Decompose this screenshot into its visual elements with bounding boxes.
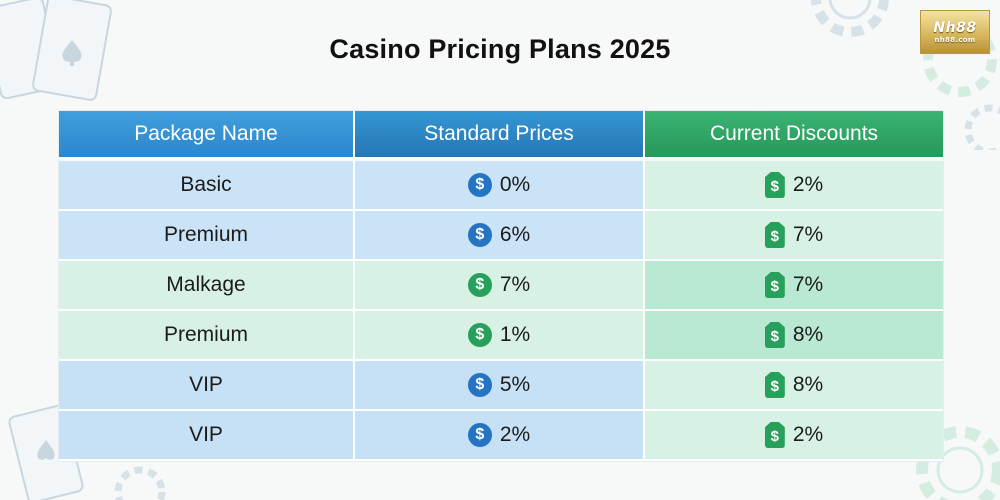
dollar-tag-icon: $ xyxy=(764,372,785,398)
pricing-table: Package Name Standard Prices Current Dis… xyxy=(58,110,944,462)
package-name-cell: Premium xyxy=(59,311,355,361)
standard-price-cell: $5% xyxy=(355,361,645,411)
logo-text: Nh88 xyxy=(933,19,977,36)
dollar-coin-icon: $ xyxy=(467,223,492,247)
package-name-cell: Basic xyxy=(59,161,355,211)
package-name-cell: Premium xyxy=(59,211,355,261)
page-title: Casino Pricing Plans 2025 xyxy=(329,34,671,64)
discount-cell: $7% xyxy=(645,261,943,311)
discount-cell: $8% xyxy=(645,311,943,361)
discount-value: 7% xyxy=(792,273,824,296)
column-header-standard-prices: Standard Prices xyxy=(355,111,645,159)
dollar-tag-icon: $ xyxy=(764,322,785,348)
standard-price-value: 2% xyxy=(499,423,531,446)
standard-price-cell: $1% xyxy=(355,311,645,361)
discount-value: 8% xyxy=(792,323,824,346)
standard-price-cell: $7% xyxy=(355,261,645,311)
package-name-cell: VIP xyxy=(59,361,355,411)
standard-price-value: 1% xyxy=(499,323,531,346)
standard-price-value: 0% xyxy=(499,173,531,196)
logo-domain: nh88.com xyxy=(934,35,976,44)
brand-logo: Nh88 nh88.com xyxy=(920,10,990,54)
standard-price-value: 7% xyxy=(499,273,531,296)
package-name-cell: VIP xyxy=(59,411,355,461)
column-header-package-name: Package Name xyxy=(59,111,355,159)
discount-cell: $7% xyxy=(645,211,943,261)
standard-price-value: 5% xyxy=(499,373,531,396)
package-name-cell: Malkage xyxy=(59,261,355,311)
dollar-tag-icon: $ xyxy=(764,272,785,298)
discount-value: 8% xyxy=(792,373,824,396)
discount-value: 7% xyxy=(792,223,824,246)
standard-price-cell: $6% xyxy=(355,211,645,261)
standard-price-value: 6% xyxy=(499,223,531,246)
dollar-tag-icon: $ xyxy=(764,422,785,448)
standard-price-cell: $2% xyxy=(355,411,645,461)
dollar-tag-icon: $ xyxy=(764,222,785,248)
poker-chip-decoration-bottom-left xyxy=(114,466,166,500)
dollar-coin-icon: $ xyxy=(467,273,492,297)
dollar-tag-icon: $ xyxy=(764,172,785,198)
dollar-coin-icon: $ xyxy=(467,423,492,447)
column-header-current-discounts: Current Discounts xyxy=(645,111,943,159)
discount-value: 2% xyxy=(792,173,824,196)
discount-cell: $8% xyxy=(645,361,943,411)
dollar-coin-icon: $ xyxy=(467,373,492,397)
dollar-coin-icon: $ xyxy=(467,173,492,197)
dollar-coin-icon: $ xyxy=(467,323,492,347)
discount-cell: $2% xyxy=(645,161,943,211)
discount-cell: $2% xyxy=(645,411,943,461)
standard-price-cell: $0% xyxy=(355,161,645,211)
discount-value: 2% xyxy=(792,423,824,446)
